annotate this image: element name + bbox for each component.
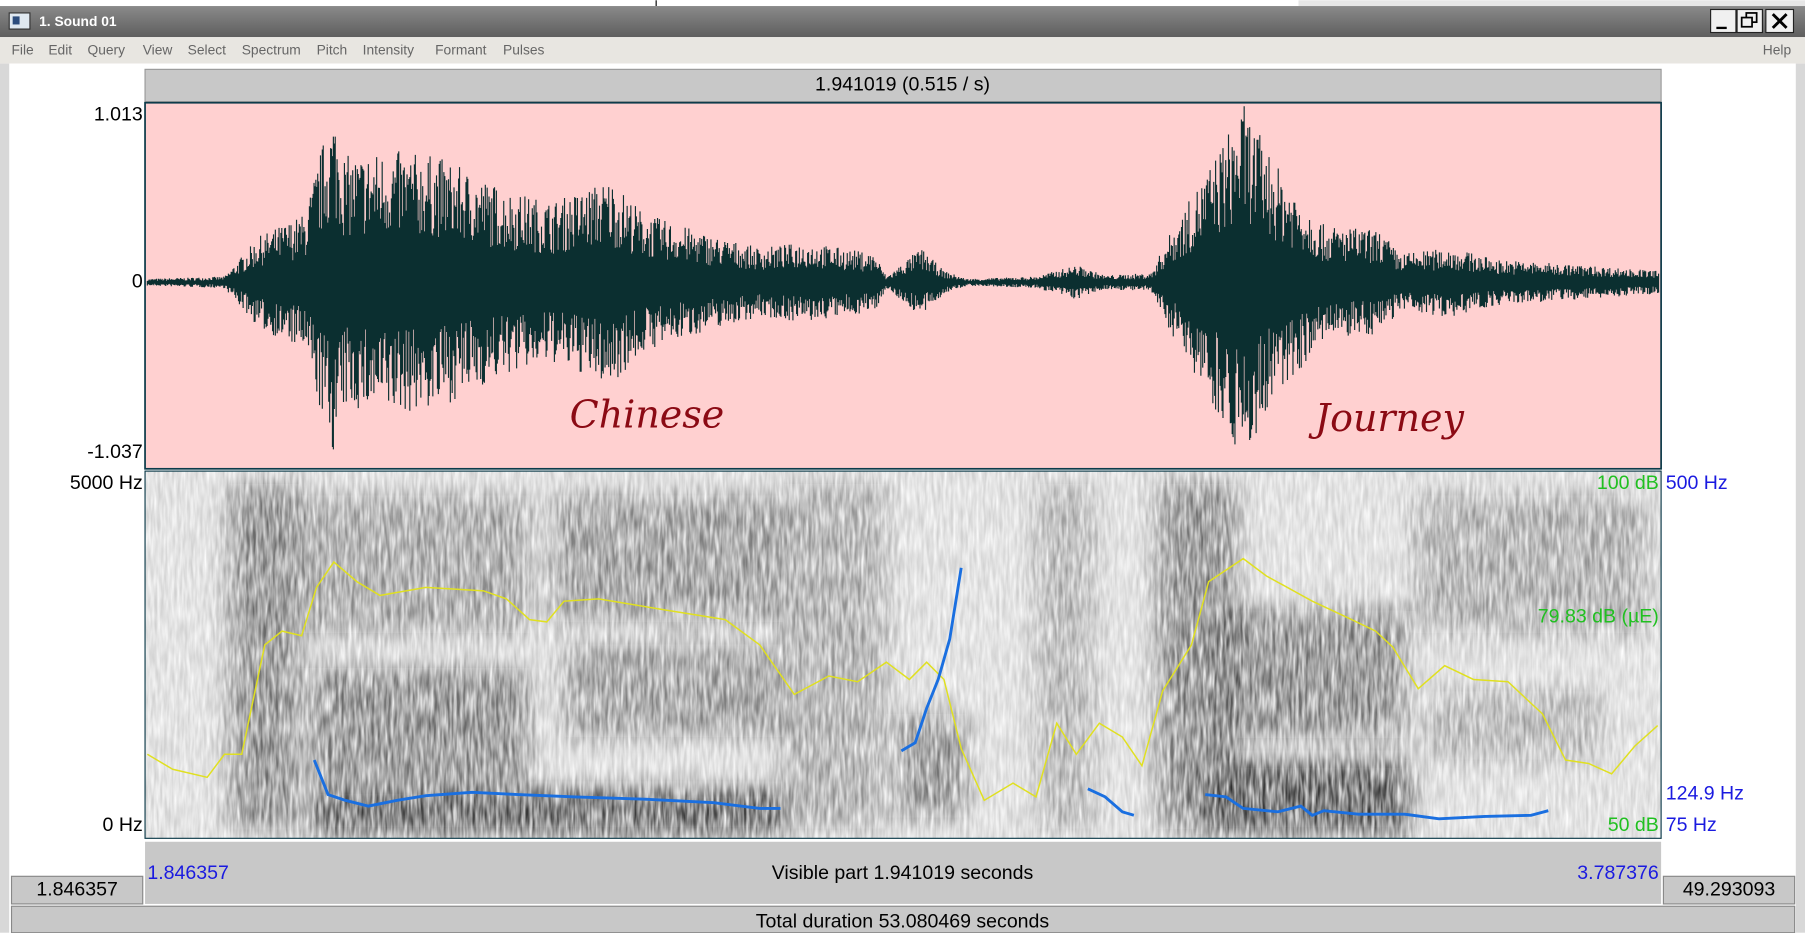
- menu: File Edit Query View Select Spectrum Pitch Inte…: [12, 42, 545, 58]
- pitch-contour: [1087, 787, 1135, 817]
- intensity-top: 100 dB: [1597, 472, 1659, 494]
- spectrogram-frame: [144, 470, 1662, 839]
- menu-item[interactable]: Pulses: [503, 42, 545, 58]
- waveform: [146, 106, 1660, 450]
- window-icon: [12, 16, 20, 25]
- menu-item[interactable]: File: [12, 42, 35, 58]
- intensity-current: 79.83 dB (µE): [1538, 605, 1659, 627]
- amplitude-min: -1.037: [87, 441, 142, 463]
- pitch-bottom: 75 Hz: [1666, 814, 1717, 836]
- window-end: 3.787376: [1577, 862, 1659, 884]
- frame-edge: [1795, 63, 1805, 933]
- left-time: 1.846357: [36, 878, 118, 900]
- pitch-current: 124.9 Hz: [1666, 783, 1744, 805]
- menu-item[interactable]: Intensity: [363, 42, 414, 58]
- selection-bar[interactable]: [144, 68, 1662, 103]
- close-icon: [1771, 13, 1788, 29]
- left-time-box[interactable]: [10, 875, 144, 905]
- window-title: 1. Sound 01: [39, 13, 117, 29]
- intensity-contour: [146, 557, 1659, 802]
- menu-item[interactable]: Spectrum: [242, 42, 301, 58]
- frequency-top: 5000 Hz: [70, 472, 143, 494]
- pitch-contour: [312, 759, 781, 810]
- spectrogram[interactable]: [145, 471, 1662, 839]
- total-duration: Total duration 53.080469 seconds: [756, 911, 1050, 933]
- menu-item[interactable]: Query: [87, 42, 125, 58]
- menu-item[interactable]: Edit: [48, 42, 72, 58]
- total-duration-bar[interactable]: [10, 905, 1796, 933]
- intensity-bottom: 50 dB: [1608, 814, 1659, 836]
- top-strip: [1298, 0, 1805, 7]
- word-annotation: Journey: [1308, 396, 1465, 440]
- menu-item[interactable]: Help: [1763, 42, 1792, 58]
- menu-item[interactable]: View: [143, 42, 173, 58]
- pitch-top: 500 Hz: [1666, 472, 1728, 494]
- title-bar: [0, 6, 1805, 38]
- right-time: 49.293093: [1683, 878, 1776, 900]
- restore-icon: [1740, 16, 1753, 28]
- pitch-contour: [1205, 793, 1549, 821]
- menu-item[interactable]: Select: [188, 42, 227, 58]
- window-controls: [1710, 8, 1795, 34]
- pitch-contour: [900, 567, 963, 753]
- selection-duration: 1.941019 (0.515 / s): [815, 74, 990, 96]
- menu-bar: [0, 37, 1805, 64]
- top-strip: [0, 0, 1805, 7]
- amplitude-max: 1.013: [94, 104, 143, 126]
- amplitude-zero: 0: [132, 270, 143, 292]
- menu-item[interactable]: Pitch: [317, 42, 348, 58]
- right-time-box[interactable]: [1662, 875, 1796, 905]
- visible-part-bar[interactable]: [145, 841, 1662, 904]
- word-annotation: Chinese: [570, 393, 725, 437]
- window-start: 1.846357: [147, 862, 229, 884]
- frame-edge: [0, 63, 10, 933]
- spectrogram-texture: [145, 471, 1662, 839]
- visible-part: Visible part 1.941019 seconds: [772, 862, 1034, 884]
- frequency-bottom: 0 Hz: [103, 814, 143, 836]
- menu-item[interactable]: Formant: [435, 42, 487, 58]
